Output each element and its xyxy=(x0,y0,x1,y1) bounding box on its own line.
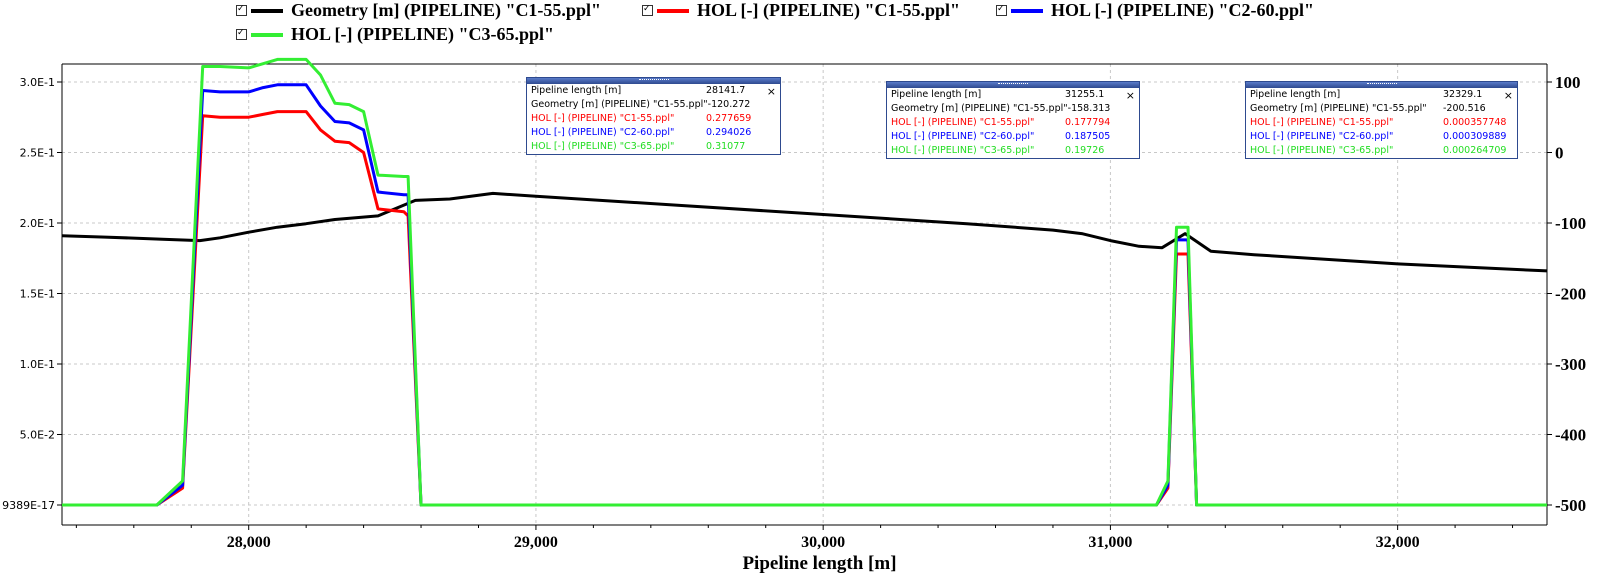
tooltip-row: Pipeline length [m] 31255.1 xyxy=(887,88,1139,102)
tooltip-value: 0.177794 xyxy=(1065,117,1111,128)
y-left-tick-label: 2.5E-1 xyxy=(20,147,55,160)
legend-item-hol-c1-55[interactable]: HOL [-] (PIPELINE) "C1-55.ppl" xyxy=(642,0,960,21)
x-tick-label: 31,000 xyxy=(1088,534,1132,551)
tooltip-row: Pipeline length [m] 32329.1 xyxy=(1246,88,1517,102)
legend-swatch xyxy=(1011,8,1043,13)
tooltip-row: HOL [-] (PIPELINE) "C3-65.ppl" 0.19726 xyxy=(887,144,1139,158)
tooltip-label: HOL [-] (PIPELINE) "C3-65.ppl" xyxy=(1250,145,1394,156)
x-tick-label: 32,000 xyxy=(1376,534,1420,551)
tooltip-drag-handle[interactable] xyxy=(887,82,1139,88)
legend-checkbox[interactable] xyxy=(236,5,247,16)
tooltip-row: HOL [-] (PIPELINE) "C2-60.ppl" 0.294026 xyxy=(527,126,780,140)
tooltip-label: HOL [-] (PIPELINE) "C1-55.ppl" xyxy=(1250,117,1394,128)
tooltip-drag-handle[interactable] xyxy=(527,78,780,84)
tooltip-label: Pipeline length [m] xyxy=(531,85,622,96)
tooltip-value: 0.294026 xyxy=(706,127,752,138)
tooltip-label: HOL [-] (PIPELINE) "C2-60.ppl" xyxy=(531,127,675,138)
tooltip-value: 0.187505 xyxy=(1065,131,1111,142)
data-tooltip[interactable]: × Pipeline length [m] 32329.1 Geometry [m… xyxy=(1245,81,1518,159)
legend-swatch xyxy=(251,8,283,13)
tooltip-label: HOL [-] (PIPELINE) "C2-60.ppl" xyxy=(891,131,1035,142)
tooltip-row: HOL [-] (PIPELINE) "C1-55.ppl" 0.277659 xyxy=(527,112,780,126)
x-tick-label: 29,000 xyxy=(514,534,558,551)
tooltip-value: 0.000309889 xyxy=(1443,131,1507,142)
legend-label: HOL [-] (PIPELINE) "C2-60.ppl" xyxy=(1051,0,1315,20)
x-tick-label: 28,000 xyxy=(227,534,271,551)
tooltip-value: 0.277659 xyxy=(706,113,752,124)
tooltip-label: HOL [-] (PIPELINE) "C3-65.ppl" xyxy=(531,141,675,152)
tooltip-value: -200.516 xyxy=(1443,103,1486,114)
y-left-tick-label: 3.0E-1 xyxy=(20,76,55,89)
tooltip-value: 32329.1 xyxy=(1443,89,1483,100)
y-right-tick-label: -100 xyxy=(1555,214,1586,233)
tooltip-value: 0.19726 xyxy=(1065,145,1105,156)
series-line[interactable] xyxy=(62,57,1547,507)
y-left-tick-label: 2.0E-1 xyxy=(20,217,55,230)
y-left-tick-label: 1.0E-1 xyxy=(20,358,55,371)
tooltip-value: 28141.7 xyxy=(706,85,746,96)
tooltip-row: Pipeline length [m] 28141.7 xyxy=(527,84,780,98)
chart-legend: Geometry [m] (PIPELINE) "C1-55.ppl" HOL … xyxy=(0,0,1598,50)
legend-label: HOL [-] (PIPELINE) "C3-65.ppl" xyxy=(291,24,555,44)
legend-item-hol-c3-65[interactable]: HOL [-] (PIPELINE) "C3-65.ppl" xyxy=(236,24,554,45)
y-right-tick-label: 100 xyxy=(1555,73,1581,92)
tooltip-label: HOL [-] (PIPELINE) "C2-60.ppl" xyxy=(1250,131,1394,142)
tooltip-label: HOL [-] (PIPELINE) "C1-55.ppl" xyxy=(531,113,675,124)
tooltip-label: Geometry [m] (PIPELINE) "C1-55.ppl" xyxy=(1250,103,1427,114)
legend-swatch xyxy=(657,8,689,13)
close-icon[interactable]: × xyxy=(1503,89,1513,102)
tooltip-label: Geometry [m] (PIPELINE) "C1-55.ppl" xyxy=(891,103,1068,114)
tooltip-label: HOL [-] (PIPELINE) "C1-55.ppl" xyxy=(891,117,1035,128)
data-tooltip[interactable]: × Pipeline length [m] 31255.1 Geometry [m… xyxy=(886,81,1140,159)
tooltip-row: Geometry [m] (PIPELINE) "C1-55.ppl" -158.… xyxy=(887,102,1139,116)
series-line[interactable] xyxy=(62,83,1547,507)
legend-checkbox[interactable] xyxy=(996,5,1007,16)
tooltip-value: 0.000264709 xyxy=(1443,145,1507,156)
y-right-tick-label: -400 xyxy=(1555,426,1586,445)
legend-swatch xyxy=(251,32,283,37)
legend-item-hol-c2-60[interactable]: HOL [-] (PIPELINE) "C2-60.ppl" xyxy=(996,0,1314,21)
tooltip-row: Geometry [m] (PIPELINE) "C1-55.ppl" -120.… xyxy=(527,98,780,112)
close-icon[interactable]: × xyxy=(766,85,776,98)
tooltip-value: 0.000357748 xyxy=(1443,117,1507,128)
tooltip-row: HOL [-] (PIPELINE) "C2-60.ppl" 0.00030988… xyxy=(1246,130,1517,144)
y-right-tick-label: -500 xyxy=(1555,496,1586,515)
tooltip-row: HOL [-] (PIPELINE) "C3-65.ppl" 0.00026470… xyxy=(1246,144,1517,158)
legend-item-geometry-c1-55[interactable]: Geometry [m] (PIPELINE) "C1-55.ppl" xyxy=(236,0,601,21)
legend-checkbox[interactable] xyxy=(236,29,247,40)
tooltip-value: 0.31077 xyxy=(706,141,746,152)
tooltip-drag-handle[interactable] xyxy=(1246,82,1517,88)
tooltip-label: Pipeline length [m] xyxy=(1250,89,1341,100)
tooltip-label: Geometry [m] (PIPELINE) "C1-55.ppl" xyxy=(531,99,708,110)
tooltip-row: HOL [-] (PIPELINE) "C2-60.ppl" 0.187505 xyxy=(887,130,1139,144)
y-left-tick-label: 5.0E-2 xyxy=(20,429,55,442)
legend-checkbox[interactable] xyxy=(642,5,653,16)
data-tooltip[interactable]: × Pipeline length [m] 28141.7 Geometry [m… xyxy=(526,77,781,155)
x-tick-label: 30,000 xyxy=(801,534,845,551)
close-icon[interactable]: × xyxy=(1125,89,1135,102)
legend-label: HOL [-] (PIPELINE) "C1-55.ppl" xyxy=(697,0,961,20)
y-left-tick-label: 1.5E-1 xyxy=(20,288,55,301)
legend-label: Geometry [m] (PIPELINE) "C1-55.ppl" xyxy=(291,0,601,20)
y-right-tick-label: -300 xyxy=(1555,355,1586,374)
tooltip-label: Pipeline length [m] xyxy=(891,89,982,100)
tooltip-label: HOL [-] (PIPELINE) "C3-65.ppl" xyxy=(891,145,1035,156)
tooltip-row: HOL [-] (PIPELINE) "C3-65.ppl" 0.31077 xyxy=(527,140,780,154)
y-left-tick-label: 9389E-17 xyxy=(2,499,55,512)
tooltip-value: -120.272 xyxy=(707,99,751,110)
x-axis-title: Pipeline length [m] xyxy=(742,553,896,574)
tooltip-row: Geometry [m] (PIPELINE) "C1-55.ppl" -200.… xyxy=(1246,102,1517,116)
y-right-tick-label: -200 xyxy=(1555,285,1586,304)
tooltip-row: HOL [-] (PIPELINE) "C1-55.ppl" 0.00035774… xyxy=(1246,116,1517,130)
tooltip-value: 31255.1 xyxy=(1065,89,1105,100)
tooltip-value: -158.313 xyxy=(1067,103,1111,114)
y-right-tick-label: 0 xyxy=(1555,144,1564,163)
tooltip-row: HOL [-] (PIPELINE) "C1-55.ppl" 0.177794 xyxy=(887,116,1139,130)
